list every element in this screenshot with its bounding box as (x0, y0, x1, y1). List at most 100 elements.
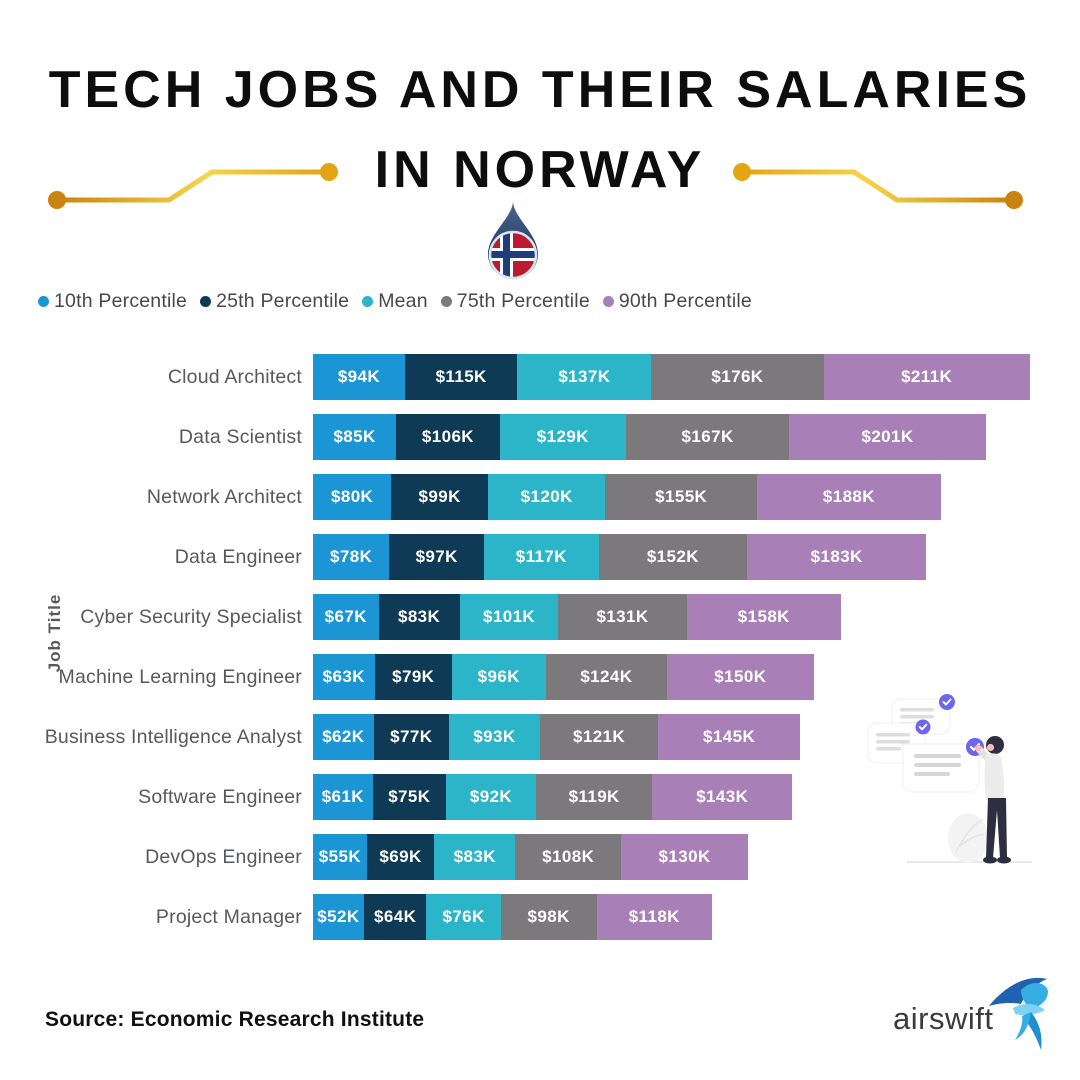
salary-bar: $62K $77K $93K $121K $145K (313, 714, 800, 760)
bar-segment: $61K (313, 774, 373, 820)
legend-dot-icon (38, 296, 49, 307)
bar-segment: $118K (596, 894, 712, 940)
chart-row: Business Intelligence Analyst $62K $77K $93… (0, 707, 1080, 767)
bar-segment: $143K (652, 774, 793, 820)
salary-bar: $63K $79K $96K $124K $150K (313, 654, 814, 700)
chart-row: Data Engineer $78K $97K $117K $152K $183K (0, 527, 1080, 587)
job-title-label: Data Scientist (178, 425, 302, 448)
bar-segment: $131K (558, 594, 687, 640)
checklist-person-illustration (867, 694, 1032, 864)
bar-segment: $115K (404, 354, 518, 400)
bar-segment: $62K (313, 714, 374, 760)
bar-segment: $201K (789, 414, 986, 460)
bar-segment: $101K (459, 594, 559, 640)
bar-segment: $150K (667, 654, 814, 700)
bar-segment: $99K (391, 474, 489, 520)
chart-row: Cyber Security Specialist $67K $83K $101K $1… (0, 587, 1080, 647)
legend-label: 90th Percentile (618, 290, 752, 312)
bar-segment: $52K (313, 894, 364, 940)
page-title-line1: TECH JOBS AND THEIR SALARIES (48, 61, 1032, 119)
source-attribution: Source: Economic Research Institute (45, 1008, 425, 1031)
bar-segment: $121K (539, 714, 659, 760)
job-title-label: Business Intelligence Analyst (44, 725, 302, 748)
bar-segment: $67K (313, 594, 379, 640)
bar-segment: $92K (446, 774, 536, 820)
bar-segment: $83K (378, 594, 460, 640)
legend-item: 75th Percentile (440, 290, 590, 313)
norway-flag-droplet-icon (488, 201, 538, 280)
chart-legend: 10th Percentile 25th Percentile Mean 75th P… (38, 290, 752, 313)
salary-bar: $80K $99K $120K $155K $188K (313, 474, 941, 520)
bar-segment: $145K (658, 714, 800, 760)
bar-segment: $117K (484, 534, 599, 580)
bar-segment: $108K (515, 834, 622, 880)
salary-bar: $94K $115K $137K $176K $211K (313, 354, 1030, 400)
chart-row: Project Manager $52K $64K $76K $98K $118K (0, 887, 1080, 947)
job-title-label: Data Engineer (174, 545, 302, 568)
bar-segment: $119K (535, 774, 653, 820)
salary-bar: $55K $69K $83K $108K $130K (313, 834, 749, 880)
salary-bar: $85K $106K $129K $167K $201K (313, 414, 986, 460)
chart-row: Data Scientist $85K $106K $129K $167K $201K (0, 407, 1080, 467)
bar-segment: $85K (313, 414, 397, 460)
legend-label: 25th Percentile (216, 290, 350, 312)
bar-segment: $183K (747, 534, 927, 580)
job-title-label: Cloud Architect (167, 365, 302, 388)
bar-segment: $124K (545, 654, 667, 700)
bar-segment: $158K (686, 594, 842, 640)
bar-segment: $77K (373, 714, 449, 760)
bar-segment: $167K (625, 414, 790, 460)
legend-dot-icon (362, 296, 374, 307)
bar-segment: $211K (823, 354, 1030, 400)
chart-row: Machine Learning Engineer $63K $79K $96K $12… (0, 647, 1080, 707)
bar-segment: $83K (434, 834, 516, 880)
job-title-label: Software Engineer (138, 785, 302, 808)
bar-segment: $120K (488, 474, 606, 520)
legend-label: 75th Percentile (456, 290, 590, 312)
gold-divider-right-icon (733, 163, 1023, 209)
bar-segment: $69K (366, 834, 435, 880)
bar-segment: $97K (389, 534, 485, 580)
job-title-label: Cyber Security Specialist (80, 605, 302, 628)
bar-segment: $80K (313, 474, 392, 520)
job-title-label: Network Architect (146, 485, 302, 508)
bar-segment: $75K (372, 774, 446, 820)
chart-row: Software Engineer $61K $75K $92K $119K $143K (0, 767, 1080, 827)
chart-row: DevOps Engineer $55K $69K $83K $108K $130K (0, 827, 1080, 887)
bar-segment: $106K (396, 414, 500, 460)
legend-item: Mean (362, 290, 428, 313)
gold-divider-left-icon (48, 163, 338, 209)
salary-bar: $52K $64K $76K $98K $118K (313, 894, 712, 940)
bar-segment: $96K (451, 654, 546, 700)
bar-segment: $152K (598, 534, 748, 580)
legend-item: 10th Percentile (38, 290, 187, 313)
legend-dot-icon (440, 296, 452, 307)
salary-bar: $67K $83K $101K $131K $158K (313, 594, 842, 640)
bar-segment: $94K (313, 354, 405, 400)
chart-row: Cloud Architect $94K $115K $137K $176K $211K (0, 347, 1080, 407)
salary-bar: $78K $97K $117K $152K $183K (313, 534, 927, 580)
bar-segment: $130K (621, 834, 749, 880)
job-title-label: Machine Learning Engineer (58, 665, 302, 688)
bar-segment: $98K (500, 894, 597, 940)
bar-segment: $76K (426, 894, 501, 940)
legend-label: 10th Percentile (54, 290, 188, 312)
bar-segment: $79K (374, 654, 452, 700)
bar-segment: $64K (363, 894, 427, 940)
chart-row: Network Architect $80K $99K $120K $155K $188K (0, 467, 1080, 527)
job-title-label: Project Manager (155, 905, 302, 928)
salary-bar: $61K $75K $92K $119K $143K (313, 774, 793, 820)
bar-segment: $55K (313, 834, 367, 880)
bar-segment: $176K (651, 354, 824, 400)
person-figure (974, 736, 1011, 864)
swift-bird-icon (989, 977, 1049, 1050)
salary-bar-chart: Cloud Architect $94K $115K $137K $176K $211K D… (0, 347, 1080, 947)
legend-item: 90th Percentile (602, 290, 752, 313)
legend-label: Mean (378, 290, 428, 312)
y-axis-label: Job Title (45, 593, 64, 673)
bar-segment: $137K (517, 354, 652, 400)
legend-dot-icon (200, 296, 212, 307)
airswift-logo-text: airswift (893, 1001, 994, 1036)
job-title-label: DevOps Engineer (145, 845, 302, 868)
